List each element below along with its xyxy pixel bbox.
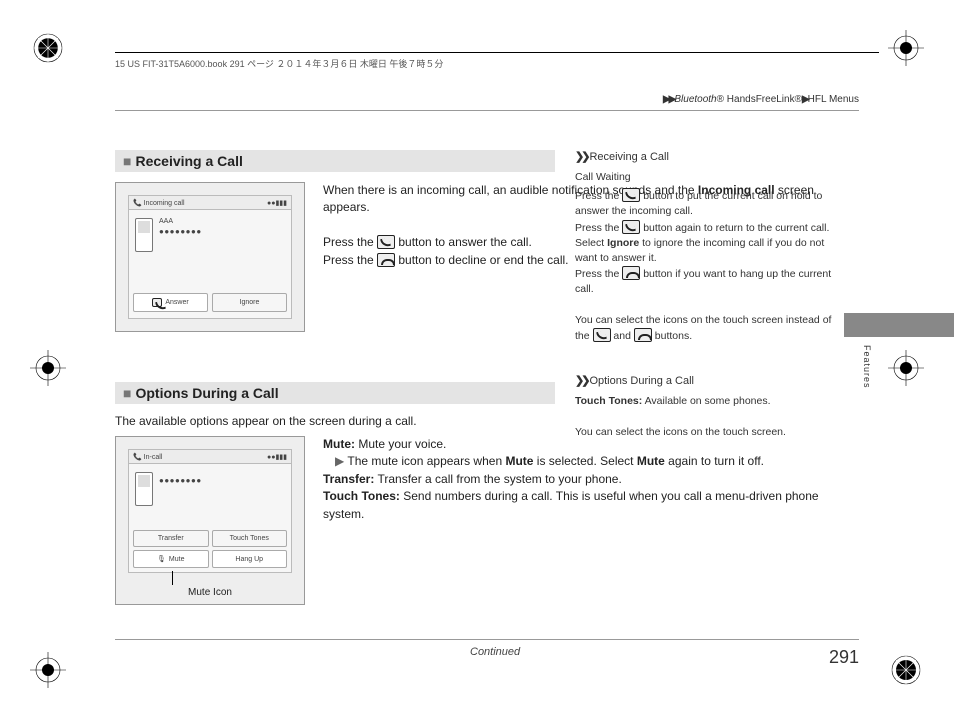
- breadcrumb-c: HFL Menus: [808, 94, 859, 105]
- section-tab: [844, 313, 954, 337]
- mute-button[interactable]: 🎙Mute: [133, 550, 209, 568]
- screen-title: Incoming call: [144, 200, 185, 207]
- pickup-icon: [593, 328, 611, 342]
- crop-mark: [886, 650, 926, 690]
- pickup-icon: [377, 235, 395, 249]
- screen-incoming-call: 📞 Incoming call ●●▮▮▮ AAA ●●●●●●●● Answe…: [115, 182, 305, 332]
- hangup-icon: [622, 266, 640, 280]
- mute-icon-callout: Mute Icon: [116, 585, 304, 598]
- screen-title: In-call: [144, 454, 163, 461]
- intro-text: The available options appear on the scre…: [115, 414, 555, 428]
- side-title: Options During a Call: [589, 375, 694, 387]
- continued-label: Continued: [470, 646, 520, 658]
- section-title-text: Receiving a Call: [135, 153, 242, 169]
- divider: [115, 639, 859, 640]
- transfer-button[interactable]: Transfer: [133, 530, 209, 547]
- body-text-options: Mute: Mute your voice. ▶ The mute icon a…: [323, 436, 855, 605]
- crop-mark: [28, 348, 68, 388]
- touch-tones-button[interactable]: Touch Tones: [212, 530, 288, 547]
- hangup-icon: [634, 328, 652, 342]
- phone-icon: [135, 472, 153, 506]
- hangup-button[interactable]: Hang Up: [212, 550, 288, 568]
- hangup-icon: [377, 253, 395, 267]
- sidebar-notes: ❯❯Receiving a Call Call Waiting Press th…: [575, 150, 835, 454]
- side-title: Receiving a Call: [589, 151, 668, 163]
- pickup-icon: [622, 220, 640, 234]
- caller-name: AAA: [159, 218, 173, 225]
- crop-mark: [886, 348, 926, 388]
- side-subtitle: Call Waiting: [575, 170, 835, 185]
- file-stamp: 15 US FIT-31T5A6000.book 291 ページ ２０１４年３月…: [115, 52, 879, 70]
- pickup-icon: [622, 188, 640, 202]
- breadcrumb: ▶▶Bluetooth® HandsFreeLink®▶HFL Menus: [663, 94, 859, 105]
- answer-button[interactable]: Answer: [133, 293, 208, 312]
- section-tab-label: Features: [862, 345, 872, 389]
- caller-number: ●●●●●●●●: [159, 227, 202, 236]
- caller-number: ●●●●●●●●: [159, 476, 202, 485]
- crop-mark: [28, 28, 68, 68]
- ignore-button[interactable]: Ignore: [212, 293, 287, 312]
- page-number: 291: [829, 647, 859, 668]
- section-title-receiving: ■Receiving a Call: [115, 150, 555, 172]
- screen-in-call: 📞 In-call ●●▮▮▮ ●●●●●●●● Transfer Touch …: [115, 436, 305, 605]
- section-title-text: Options During a Call: [135, 385, 278, 401]
- crop-mark: [28, 650, 68, 690]
- divider: [115, 110, 859, 111]
- section-title-options: ■Options During a Call: [115, 382, 555, 404]
- breadcrumb-b: HandsFreeLink: [727, 94, 795, 105]
- crop-mark: [886, 28, 926, 68]
- signal-icon: ●●▮▮▮: [267, 199, 287, 207]
- signal-icon: ●●▮▮▮: [267, 453, 287, 461]
- breadcrumb-a: Bluetooth: [674, 94, 716, 105]
- phone-icon: [135, 218, 153, 252]
